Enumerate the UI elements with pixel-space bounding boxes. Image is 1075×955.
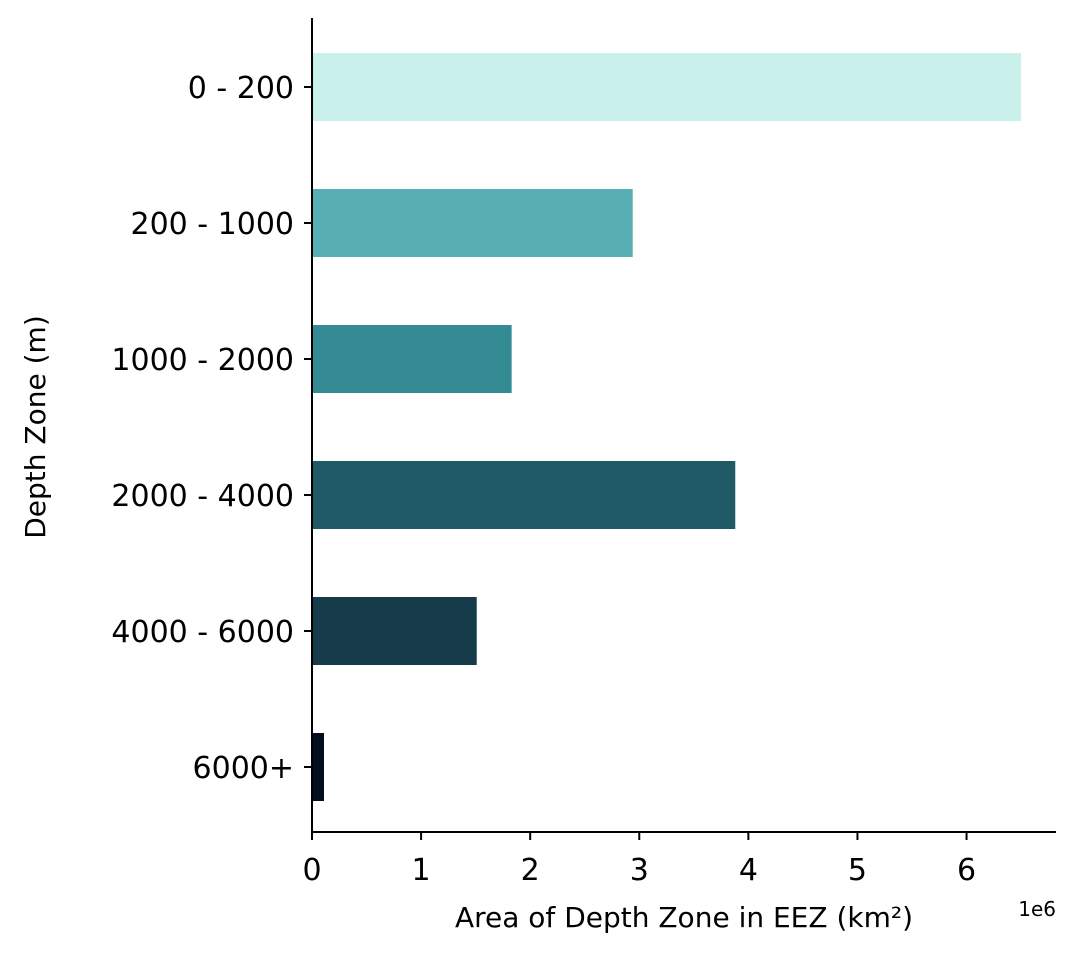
x-ticks-group: 0 1 2 3 4 5 6 [302, 832, 976, 888]
x-axis-offset-label: 1e6 [1018, 897, 1056, 921]
y-axis-label: Depth Zone (m) [19, 315, 52, 539]
bar-4 [312, 597, 477, 665]
y-tick-label-0: 0 - 200 [188, 71, 294, 106]
y-tick-label-1: 200 - 1000 [130, 207, 294, 242]
bars-group [312, 53, 1022, 801]
y-tick-label-2: 1000 - 2000 [111, 343, 294, 378]
bar-1 [312, 189, 633, 257]
y-ticks-group: 0 - 200 200 - 1000 1000 - 2000 2000 - 4000 4… [111, 71, 312, 786]
bar-3 [312, 461, 736, 529]
x-tick-label-3: 3 [630, 853, 649, 888]
x-tick-label-4: 4 [739, 853, 758, 888]
x-tick-label-2: 2 [521, 853, 540, 888]
x-tick-label-1: 1 [412, 853, 431, 888]
x-tick-label-6: 6 [957, 853, 976, 888]
bar-5 [312, 733, 324, 801]
y-tick-label-4: 4000 - 6000 [111, 615, 294, 650]
y-tick-label-5: 6000+ [193, 751, 294, 786]
bar-0 [312, 53, 1022, 121]
x-axis-label: Area of Depth Zone in EEZ (km²) [455, 901, 913, 934]
x-tick-label-5: 5 [848, 853, 867, 888]
bar-2 [312, 325, 512, 393]
x-tick-label-0: 0 [302, 853, 321, 888]
y-tick-label-3: 2000 - 4000 [111, 479, 294, 514]
